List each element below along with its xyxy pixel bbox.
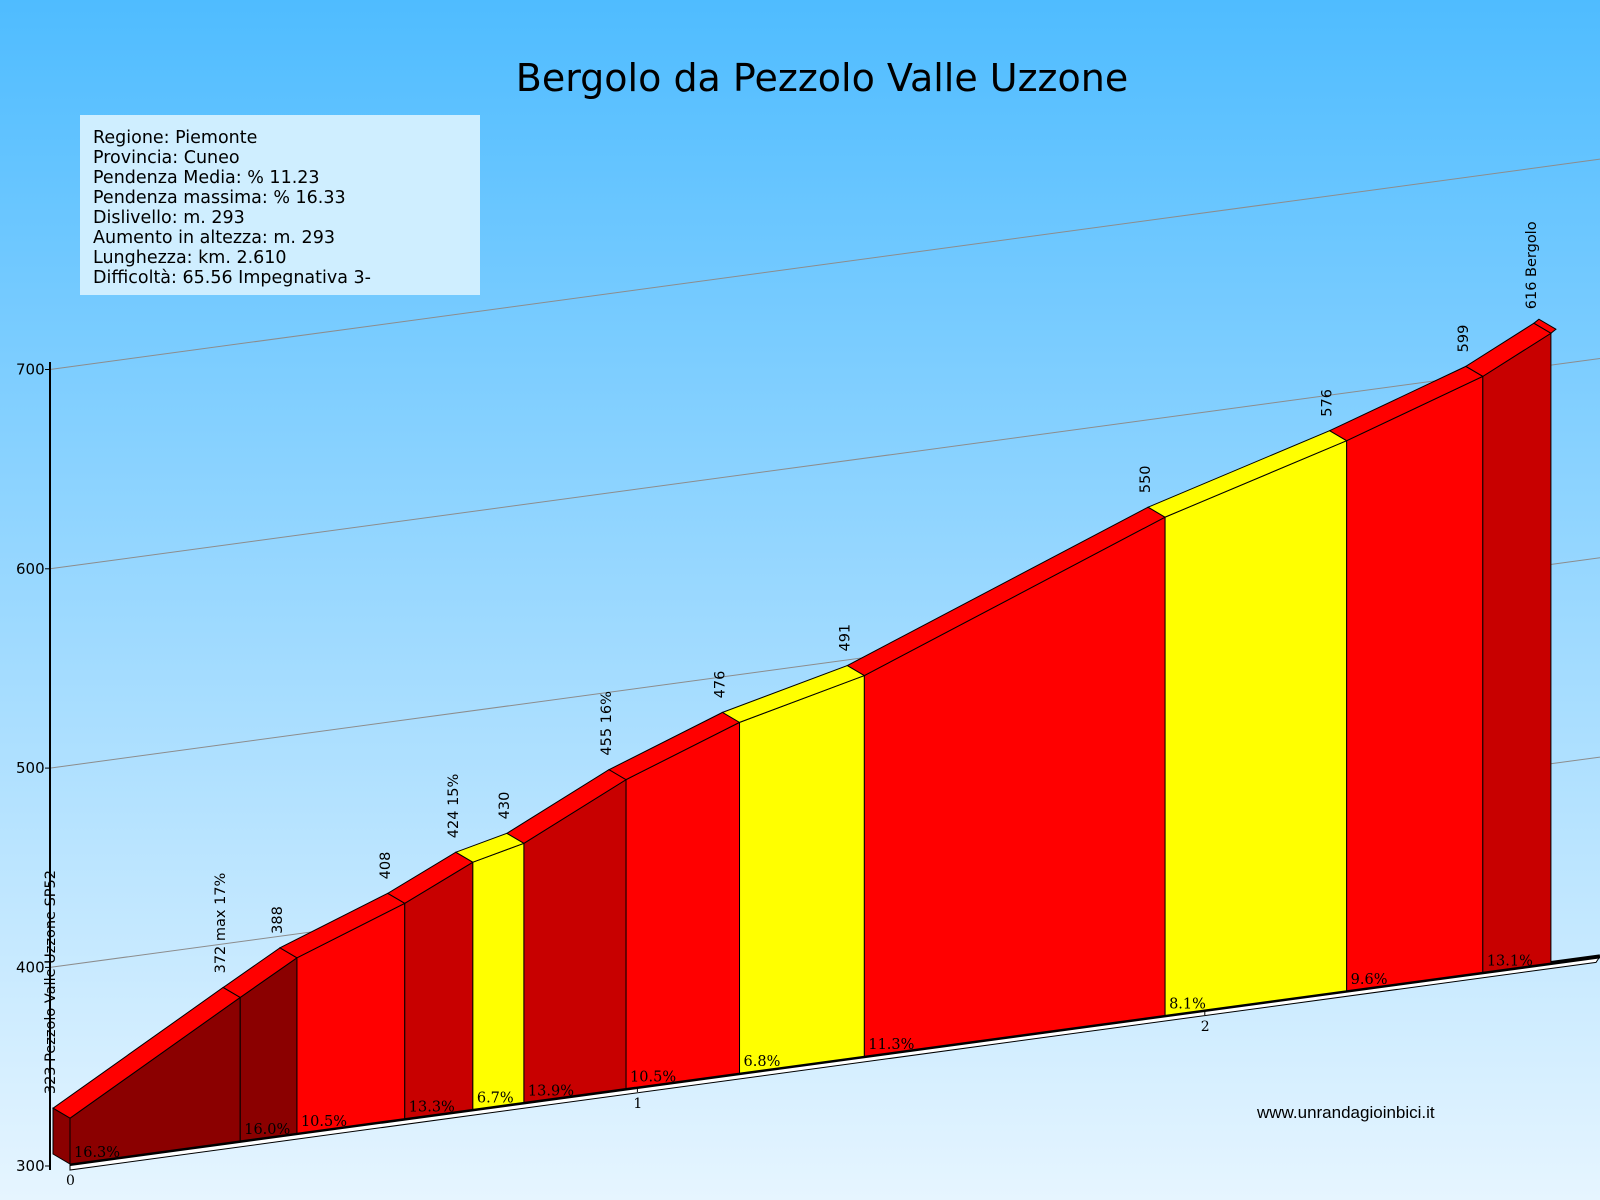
segment-4-grade-label: 6.7%	[477, 1090, 514, 1106]
segment-0-grade-label: 16.3%	[74, 1145, 120, 1161]
segment-11-front	[1482, 332, 1552, 973]
info-average-grade: Pendenza Media: % 11.23	[93, 168, 320, 188]
info-region: Regione: Piemonte	[93, 128, 257, 148]
segment-9-grade-label: 8.1%	[1169, 996, 1206, 1012]
x-tick-label-2: 2	[1201, 1019, 1210, 1035]
elevation-label-5: 430	[497, 792, 513, 820]
elevation-label-1: 372 max 17%	[213, 873, 229, 974]
segment-3-front	[404, 861, 474, 1120]
info-height-increase: Aumento in altezza: m. 293	[93, 228, 335, 248]
elevation-label-9: 550	[1138, 465, 1154, 493]
info-difficulty: Difficoltà: 65.56 Impegnativa 3-	[93, 268, 371, 288]
segment-6-front	[625, 721, 741, 1090]
y-axis: 300 400 500 600 700	[16, 360, 51, 1175]
elevation-label-11: 599	[1456, 325, 1472, 353]
info-elevation-gain: Dislivello: m. 293	[93, 208, 245, 228]
elevation-label-7: 476	[713, 671, 729, 699]
elevation-label-8: 491	[837, 624, 853, 652]
y-tick-label-500: 500	[16, 759, 45, 777]
segment-4-front	[472, 842, 525, 1110]
segment-2-grade-label: 10.5%	[301, 1114, 347, 1130]
segment-8-grade-label: 11.3%	[868, 1037, 914, 1053]
gridline-700	[49, 158, 1600, 370]
segment-fronts	[69, 332, 1552, 1165]
y-tick-label-700: 700	[16, 360, 45, 378]
website-label: www.unrandagioinbici.it	[1256, 1103, 1435, 1122]
elevation-label-0: 323 Pezzolo Valle Uzzone SP52	[43, 870, 59, 1094]
y-tick-label-400: 400	[16, 958, 45, 976]
x-tick-label-1: 1	[633, 1096, 642, 1112]
info-length: Lunghezza: km. 2.610	[93, 248, 287, 268]
segment-5-grade-label: 13.9%	[528, 1083, 574, 1099]
chart-title: Bergolo da Pezzolo Valle Uzzone	[516, 56, 1128, 100]
elevation-label-10: 576	[1320, 389, 1336, 417]
segment-7-front	[739, 674, 865, 1074]
segment-11-grade-label: 13.1%	[1487, 953, 1533, 969]
y-tick-label-300: 300	[16, 1157, 45, 1175]
y-tick-label-600: 600	[16, 560, 45, 578]
start-end-cap	[52, 1107, 71, 1165]
segment-6-grade-label: 10.5%	[630, 1070, 676, 1086]
segment-10-grade-label: 9.6%	[1351, 972, 1388, 988]
finish-top-cap	[1533, 318, 1557, 334]
elevation-label-12: 616 Bergolo	[1524, 221, 1540, 309]
info-province: Provincia: Cuneo	[93, 148, 240, 168]
gridline-600	[49, 357, 1600, 570]
elevation-label-3: 408	[378, 852, 394, 880]
segment-tops	[52, 322, 1552, 1119]
chart-labels: 16.3%16.0% 10.5%13.3%6.7% 13.9%10.5%6.8%11…	[43, 221, 1540, 1161]
segment-10-front	[1346, 375, 1484, 992]
elevation-label-4: 424 15%	[446, 774, 462, 839]
elevation-label-2: 388	[270, 906, 286, 934]
segment-1-grade-label: 16.0%	[244, 1122, 290, 1138]
segment-7-grade-label: 6.8%	[744, 1054, 781, 1070]
x-tick-label-0: 0	[66, 1173, 75, 1189]
segment-3-grade-label: 13.3%	[409, 1100, 455, 1116]
info-max-grade: Pendenza massima: % 16.33	[93, 188, 346, 208]
info-box: Regione: Piemonte Provincia: Cuneo Pende…	[80, 115, 480, 295]
segment-end-caps	[52, 318, 1557, 1165]
info-box-background	[80, 115, 480, 295]
elevation-label-6: 455 16%	[599, 691, 615, 756]
segment-9-front	[1164, 439, 1348, 1016]
